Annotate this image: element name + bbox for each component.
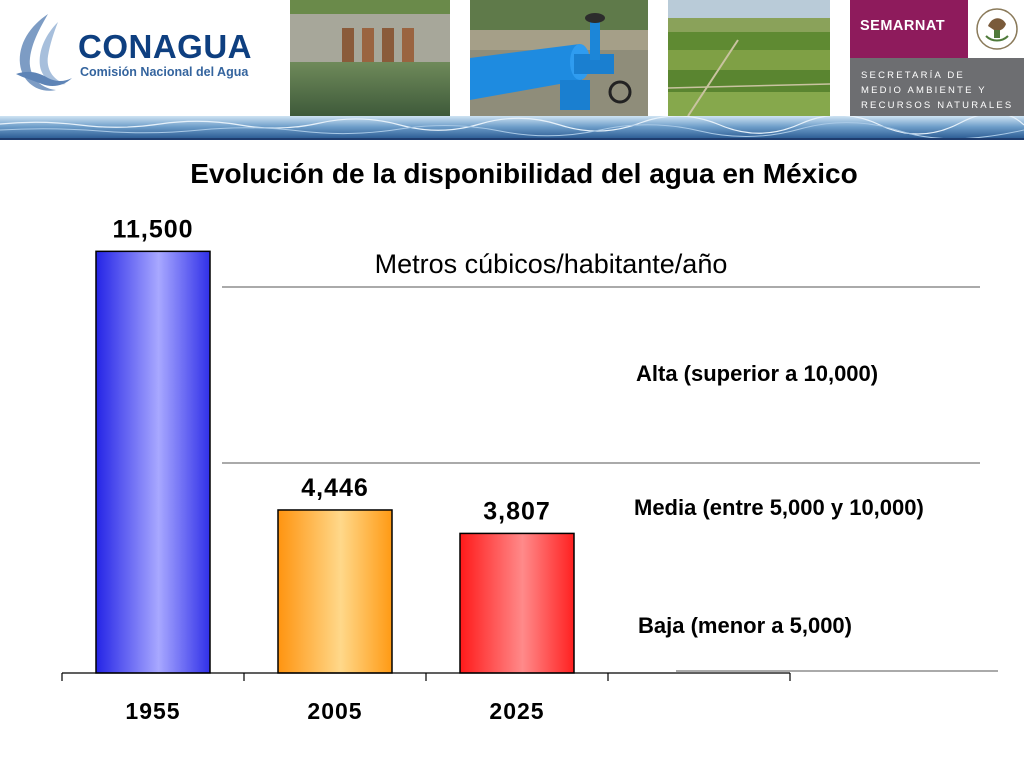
threshold-label-baja: Baja (menor a 5,000)	[638, 613, 852, 638]
pipes-photo	[470, 0, 648, 116]
x-axis-labels: 1955 2005 2025	[125, 698, 544, 724]
x-tick-label-2005: 2005	[307, 698, 362, 724]
conagua-name: CONAGUA	[78, 28, 252, 65]
mexico-emblem-icon	[976, 8, 1018, 50]
fields-photo	[668, 0, 830, 116]
data-label-2005: 4,446	[301, 474, 369, 502]
x-tick-label-2025: 2025	[489, 698, 544, 724]
semarnat-logo: SEMARNAT SECRETARÍA DE MEDIO AMBIENTE Y …	[850, 0, 1024, 116]
semarnat-subtitle: SECRETARÍA DE MEDIO AMBIENTE Y RECURSOS …	[861, 70, 1014, 111]
bar-2005	[277, 509, 393, 674]
x-tick-label-1955: 1955	[125, 698, 180, 724]
conagua-subtitle: Comisión Nacional del Agua	[80, 65, 249, 79]
threshold-label-alta: Alta (superior a 10,000)	[636, 361, 878, 386]
bar-1955	[95, 250, 211, 674]
data-label-2025: 3,807	[483, 497, 551, 525]
semarnat-top: SEMARNAT	[850, 0, 1024, 58]
chart-title: Evolución de la disponibilidad del agua …	[190, 158, 858, 189]
bar-series: 11,500 4,446 3,807	[95, 215, 575, 674]
data-label-1955: 11,500	[112, 215, 193, 243]
conagua-logo: CONAGUA Comisión Nacional del Agua	[0, 0, 286, 116]
chart-subtitle: Metros cúbicos/habitante/año	[374, 249, 728, 279]
water-band	[0, 116, 1024, 138]
dam-photo	[290, 0, 450, 116]
threshold-label-media: Media (entre 5,000 y 10,000)	[634, 495, 924, 520]
semarnat-name-box: SEMARNAT	[850, 0, 968, 58]
bar-2025	[459, 532, 575, 674]
header-banner: CONAGUA Comisión Nacional del Agua	[0, 0, 1024, 140]
header-rule	[0, 138, 1024, 140]
x-axis-ticks	[61, 673, 791, 681]
conagua-wave-icon	[16, 14, 72, 91]
semarnat-name: SEMARNAT	[860, 18, 946, 34]
